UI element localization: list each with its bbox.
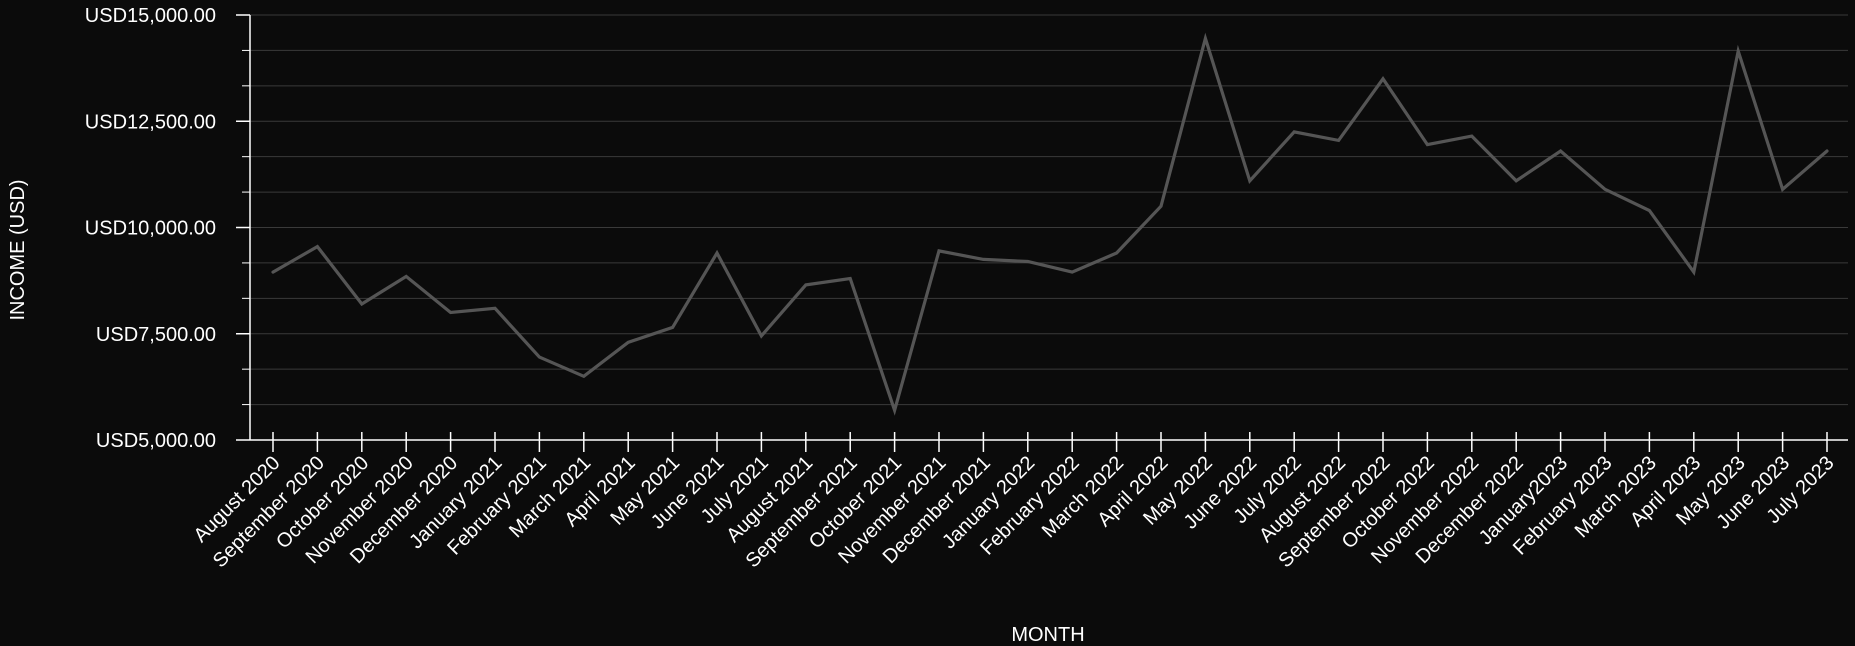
data-point <box>1781 187 1785 191</box>
data-point <box>937 249 941 253</box>
data-point <box>626 340 630 344</box>
series-group <box>271 32 1829 416</box>
data-point <box>360 302 364 306</box>
data-point <box>715 251 719 255</box>
y-tick-label: USD7,500.00 <box>96 324 216 346</box>
data-point <box>1337 138 1341 142</box>
y-tick-label: USD10,000.00 <box>85 218 216 240</box>
data-point <box>537 355 541 359</box>
data-point <box>315 245 319 249</box>
data-point <box>1647 209 1651 213</box>
data-point <box>1070 270 1074 274</box>
grid-lines <box>250 14 1848 441</box>
data-point <box>671 325 675 329</box>
data-point <box>1381 77 1385 81</box>
data-point <box>1603 187 1607 191</box>
data-point <box>1514 179 1518 183</box>
y-tick-label: USD12,500.00 <box>85 111 216 133</box>
x-axis-title: MONTH <box>1011 624 1084 646</box>
data-point <box>1470 134 1474 138</box>
data-point <box>449 311 453 315</box>
data-point <box>1115 251 1119 255</box>
data-point <box>1203 36 1207 40</box>
data-point <box>404 274 408 278</box>
y-tick-label: USD5,000.00 <box>96 430 216 452</box>
data-point <box>804 283 808 287</box>
y-axis-ticks: USD5,000.00 USD7,500.00 USD10,000.00 USD12,… <box>85 5 250 452</box>
data-point <box>893 408 897 412</box>
data-point <box>981 257 985 261</box>
y-axis-title: INCOME (USD) <box>7 179 29 320</box>
data-point <box>1425 143 1429 147</box>
data-point <box>1292 130 1296 134</box>
data-point <box>1248 179 1252 183</box>
data-point <box>493 306 497 310</box>
data-point <box>271 270 275 274</box>
data-point <box>1692 270 1696 274</box>
data-point <box>582 374 586 378</box>
data-point <box>848 277 852 281</box>
data-point <box>759 334 763 338</box>
y-tick-label: USD15,000.00 <box>85 5 216 27</box>
data-point <box>1026 260 1030 264</box>
data-point <box>1559 149 1563 153</box>
data-point <box>1159 204 1163 208</box>
data-point <box>1825 149 1829 153</box>
series-line <box>271 32 1829 416</box>
data-point <box>1736 49 1740 53</box>
